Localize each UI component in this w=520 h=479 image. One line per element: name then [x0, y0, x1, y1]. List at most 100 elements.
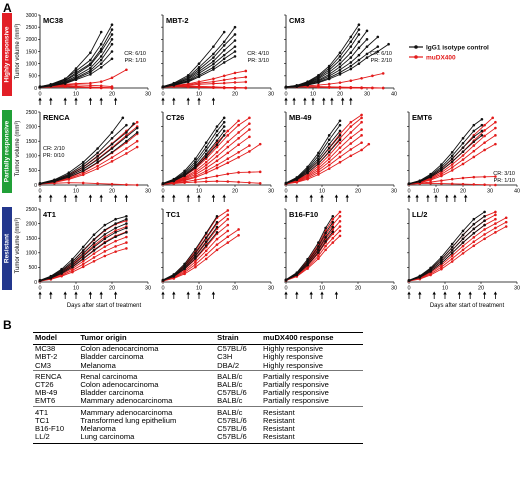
x-tick-label: 30 [391, 189, 397, 195]
data-point-treatment [226, 223, 230, 227]
treatment-arrow-head [415, 194, 419, 198]
data-point-control [306, 263, 309, 267]
data-point-treatment [125, 183, 128, 187]
data-point-control [357, 23, 361, 27]
data-point-control [338, 119, 342, 123]
x-tick-label: 40 [391, 92, 397, 98]
table-cell: Highly responsive [263, 360, 323, 370]
data-point-treatment [429, 273, 432, 277]
data-point-control [183, 174, 186, 177]
data-point-control [197, 68, 201, 71]
data-point-treatment [135, 145, 139, 149]
data-point-control [327, 66, 331, 70]
x-tick-label: 0 [407, 189, 410, 195]
treatment-arrow-head [211, 291, 216, 295]
data-point-control [472, 140, 476, 144]
data-point-control [317, 241, 320, 244]
data-point-control [324, 240, 327, 243]
table-header-cell: Model [33, 331, 79, 346]
data-point-control [472, 123, 476, 127]
x-tick-label: 20 [109, 286, 115, 292]
data-point-control [349, 64, 353, 68]
data-point-control [194, 257, 197, 260]
y-tick-label: 0 [34, 86, 37, 92]
treatment-arrow-head [349, 97, 353, 101]
treatment-arrow-head [197, 97, 201, 101]
data-point-control [480, 123, 484, 127]
x-tick-label: 10 [73, 286, 79, 292]
table-cell: BALB/c [215, 405, 262, 417]
table-cell: Resistant [263, 415, 295, 425]
data-point-control [212, 52, 215, 56]
data-point-treatment [114, 245, 117, 248]
table-cell: RENCA [33, 369, 79, 381]
data-point-control [89, 51, 92, 55]
y-tick-label: 2000 [26, 124, 37, 130]
data-point-control [186, 74, 190, 77]
data-point-control [212, 62, 215, 66]
data-point-control [331, 225, 335, 229]
x-axis-label: Days after start of treatment [430, 303, 505, 309]
data-point-control [331, 220, 335, 224]
data-point-control [81, 245, 85, 249]
treatment-arrow-head [457, 291, 462, 295]
data-point-treatment [222, 74, 226, 78]
data-point-control [338, 129, 342, 133]
data-point-control [376, 45, 380, 48]
data-point-control [483, 210, 486, 214]
panel-title: TC1 [166, 210, 180, 219]
table-cell: C57BL/6 [217, 423, 247, 433]
data-point-treatment [317, 173, 320, 176]
data-point-control [376, 50, 380, 53]
data-point-control [317, 251, 320, 254]
data-point-treatment [222, 81, 226, 85]
treatment-arrow-head [284, 291, 288, 295]
data-point-treatment [125, 235, 128, 239]
data-point-treatment [494, 231, 497, 234]
data-point-control [212, 68, 215, 71]
data-point-treatment [360, 120, 363, 124]
treatment-arrow-head [88, 194, 93, 198]
data-point-treatment [338, 225, 342, 228]
series-line-control [162, 221, 218, 281]
data-point-control [295, 178, 299, 182]
data-point-control [215, 231, 219, 234]
treatment-arrow-head [407, 194, 411, 198]
data-point-treatment [103, 254, 107, 258]
data-point-treatment [172, 277, 176, 280]
data-point-treatment [461, 182, 465, 186]
data-point-treatment [212, 82, 215, 85]
table-cell: BALB/c [217, 379, 243, 389]
data-point-control [461, 146, 465, 149]
x-tick-label: 0 [38, 92, 41, 98]
treatment-arrow-head [482, 291, 487, 295]
data-point-control [81, 257, 85, 261]
data-point-control [472, 135, 476, 139]
data-point-treatment [81, 262, 85, 266]
data-point-treatment [135, 139, 139, 143]
data-point-treatment [204, 249, 208, 253]
data-point-control [215, 139, 219, 142]
data-point-control [99, 58, 103, 62]
data-point-treatment [96, 182, 99, 185]
data-point-treatment [360, 148, 363, 152]
data-point-treatment [63, 85, 67, 89]
series-line-control [408, 124, 483, 185]
data-point-treatment [450, 260, 454, 263]
y-tick-label: 500 [29, 168, 38, 174]
data-point-treatment [81, 265, 85, 269]
data-point-control [204, 236, 208, 239]
treatment-arrow-head [445, 194, 449, 198]
data-point-treatment [204, 169, 208, 173]
series-line-treatment [285, 142, 362, 185]
data-point-control [204, 244, 208, 247]
data-point-control [74, 69, 78, 73]
series-line-control [162, 226, 218, 281]
treatment-arrow-head [38, 291, 42, 295]
data-point-treatment [248, 150, 251, 153]
panel-letter-b: B [3, 318, 12, 332]
data-point-treatment [360, 76, 363, 80]
tumor-growth-figure: Highly responsive Partially responsive Res… [2, 13, 520, 309]
data-point-treatment [440, 179, 443, 182]
data-point-control [89, 58, 92, 62]
